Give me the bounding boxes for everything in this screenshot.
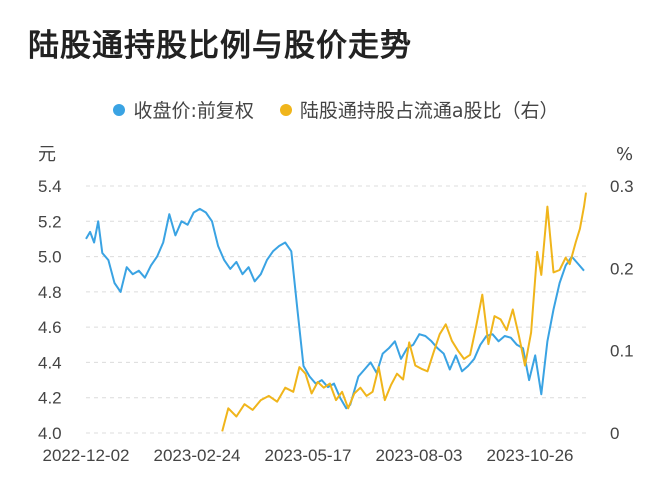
x-tick-label: 2023-05-17: [265, 446, 352, 465]
legend-item-holding[interactable]: 陆股通持股占流通a股比（右）: [279, 96, 559, 123]
legend-dot-price: [113, 103, 126, 116]
left-tick-label: 4.0: [38, 424, 62, 443]
series-group: [85, 192, 587, 432]
x-tick-label: 2022-12-02: [43, 446, 130, 465]
legend-dot-holding: [279, 103, 292, 116]
price-line: [85, 207, 585, 410]
grid-lines: [86, 185, 586, 434]
left-tick-label: 4.4: [38, 353, 62, 372]
legend: 收盘价:前复权 陆股通持股占流通a股比（右）: [0, 96, 672, 123]
left-tick-label: 4.8: [38, 283, 62, 302]
right-tick-label: 0.1: [610, 342, 634, 361]
right-tick-label: 0.3: [610, 177, 634, 196]
chart-title: 陆股通持股比例与股价走势: [28, 28, 412, 64]
legend-item-price[interactable]: 收盘价:前复权: [113, 96, 254, 123]
left-tick-label: 5.2: [38, 212, 62, 231]
left-tick-label: 5.4: [38, 177, 62, 196]
right-tick-label: 0: [610, 424, 619, 443]
tick-labels: 4.0 4.2 4.4 4.6 4.8 5.0 5.2 5.4 0 0.1 0.2 0.3 2022-1…: [38, 177, 634, 465]
legend-label-holding: 陆股通持股占流通a股比（右）: [299, 100, 559, 122]
x-tick-label: 2023-10-26: [487, 446, 574, 465]
left-axis-unit: 元: [38, 144, 56, 165]
x-tick-label: 2023-08-03: [376, 446, 463, 465]
x-tick-label: 2023-02-24: [154, 446, 241, 465]
right-tick-label: 0.2: [610, 259, 634, 278]
right-axis-unit: %: [616, 144, 633, 165]
holding-line: [221, 192, 587, 432]
left-tick-label: 5.0: [38, 248, 62, 267]
legend-label-price: 收盘价:前复权: [133, 100, 254, 122]
left-tick-label: 4.6: [38, 318, 62, 337]
left-tick-label: 4.2: [38, 389, 62, 408]
